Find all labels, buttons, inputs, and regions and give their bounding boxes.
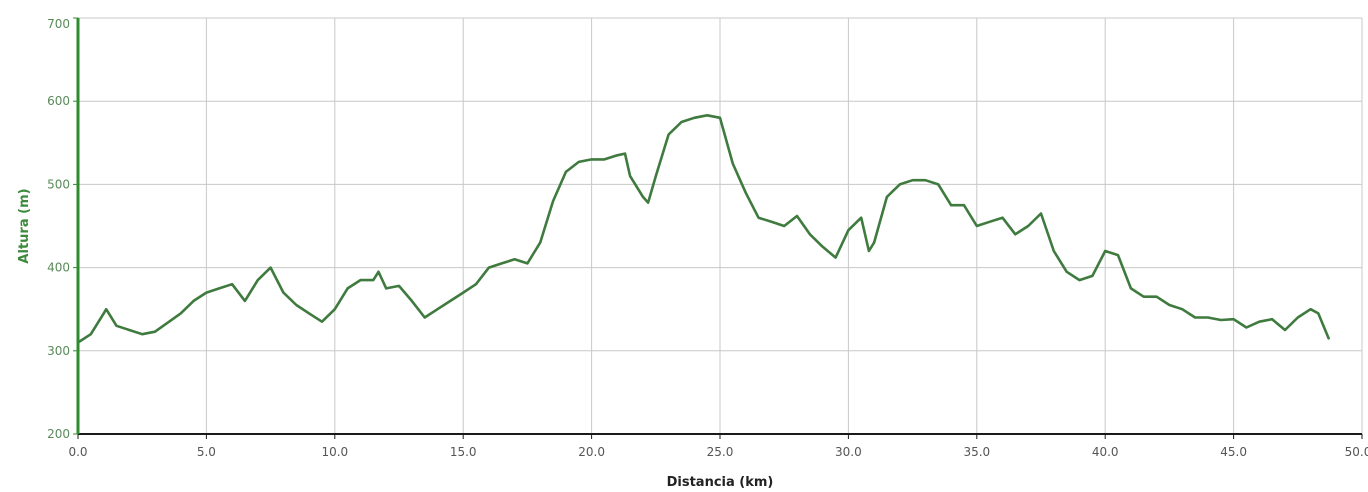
y-tick-label: 300: [47, 344, 70, 358]
x-tick-label: 5.0: [197, 445, 216, 459]
x-tick-label: 10.0: [321, 445, 348, 459]
x-tick-label: 0.0: [68, 445, 87, 459]
x-tick-label: 50.0: [1345, 445, 1368, 459]
x-tick-labels: 0.0 5.0 10.0 15.0 20.0 25.0 30.0 35.0 40.0 45.0 50…: [68, 434, 1368, 459]
x-tick-label: 30.0: [835, 445, 862, 459]
x-tick-label: 20.0: [578, 445, 605, 459]
y-tick-labels: 200 300 400 500 600 700: [47, 17, 78, 441]
x-tick-label: 25.0: [707, 445, 734, 459]
y-tick-label: 600: [47, 94, 70, 108]
y-tick-label: 200: [47, 427, 70, 441]
x-tick-label: 15.0: [450, 445, 477, 459]
x-tick-label: 45.0: [1220, 445, 1247, 459]
elevation-line: [76, 114, 1330, 344]
y-tick-label: 400: [47, 261, 70, 275]
grid-lines: [78, 17, 1363, 434]
y-tick-label: 700: [47, 17, 70, 31]
x-tick-label: 35.0: [963, 445, 990, 459]
y-axis-label: Altura (m): [17, 188, 32, 263]
x-tick-label: 40.0: [1092, 445, 1119, 459]
x-axis-label: Distancia (km): [667, 475, 774, 490]
y-tick-label: 500: [47, 177, 70, 191]
